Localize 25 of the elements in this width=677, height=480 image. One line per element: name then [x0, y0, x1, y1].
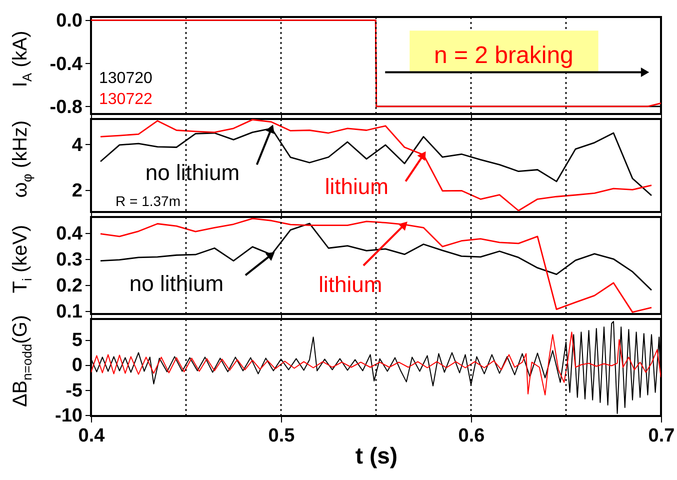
- annotation: n = 2 braking: [434, 42, 574, 69]
- annotation: no lithium: [145, 160, 240, 185]
- y-tick-label: 5: [72, 330, 83, 352]
- annotation: no lithium: [129, 270, 224, 296]
- y-tick-label: -10: [55, 405, 82, 426]
- annotation: R = 1.37m: [116, 192, 180, 209]
- text: 130720: [99, 70, 152, 87]
- y-tick-label: 0.3: [56, 250, 82, 271]
- annotation: lithium: [324, 174, 388, 199]
- y-tick-label: 0: [72, 355, 82, 376]
- y-tick-label: 2: [72, 180, 82, 202]
- y-tick-label: -5: [66, 380, 83, 402]
- y-tick-label: 0.2: [56, 275, 82, 296]
- y-tick-label: 4: [72, 134, 83, 156]
- y-tick-label: 0.4: [56, 224, 83, 245]
- annotation: lithium: [318, 272, 382, 297]
- y-tick-label: -0.8: [50, 96, 82, 118]
- x-tick-label: 0.5: [268, 426, 296, 446]
- x-axis-title: t (s): [355, 442, 398, 468]
- y-tick-label: -0.4: [50, 54, 83, 75]
- y-tick-label: 0.1: [56, 301, 83, 322]
- text: 130722: [99, 91, 152, 108]
- x-tick-label: 0.7: [648, 426, 675, 446]
- y-tick-label: 0.0: [56, 10, 82, 32]
- x-tick-label: 0.6: [458, 426, 485, 446]
